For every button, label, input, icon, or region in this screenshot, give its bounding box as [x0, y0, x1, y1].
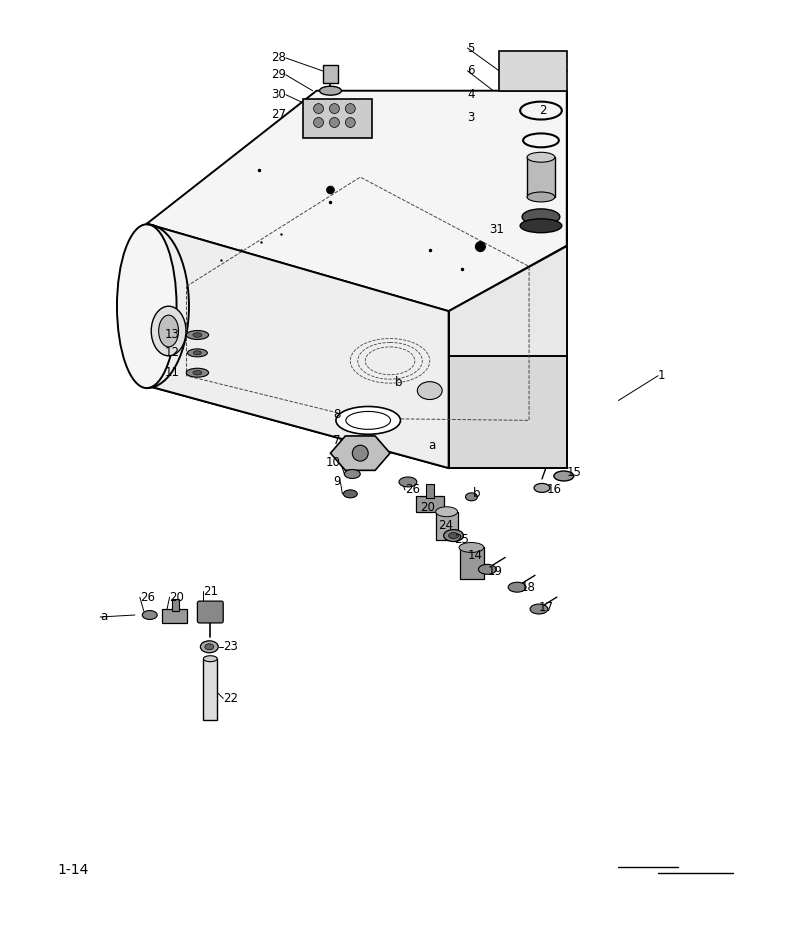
- Ellipse shape: [530, 605, 548, 614]
- Circle shape: [475, 242, 486, 251]
- Circle shape: [330, 103, 339, 114]
- Polygon shape: [331, 436, 390, 471]
- FancyBboxPatch shape: [426, 484, 433, 498]
- FancyBboxPatch shape: [323, 65, 339, 83]
- Text: 23: 23: [223, 641, 238, 653]
- Ellipse shape: [346, 412, 391, 429]
- Ellipse shape: [117, 224, 176, 388]
- Text: 16: 16: [547, 483, 562, 496]
- Text: 5: 5: [467, 42, 475, 54]
- Circle shape: [352, 445, 368, 461]
- Text: 27: 27: [271, 108, 286, 121]
- Ellipse shape: [151, 307, 186, 356]
- Ellipse shape: [459, 543, 484, 552]
- Ellipse shape: [436, 507, 457, 516]
- Ellipse shape: [142, 610, 157, 620]
- Text: 29: 29: [271, 68, 286, 82]
- Ellipse shape: [554, 471, 573, 481]
- Text: 20: 20: [169, 590, 184, 604]
- Ellipse shape: [193, 370, 202, 375]
- Text: a: a: [100, 610, 108, 623]
- Text: 25: 25: [455, 533, 469, 546]
- Ellipse shape: [320, 86, 342, 95]
- Text: 26: 26: [140, 590, 155, 604]
- Circle shape: [313, 118, 324, 127]
- Polygon shape: [448, 91, 567, 468]
- Circle shape: [346, 103, 355, 114]
- Text: 7: 7: [333, 434, 340, 447]
- Ellipse shape: [534, 483, 550, 493]
- Ellipse shape: [194, 351, 202, 355]
- Text: a: a: [428, 438, 435, 452]
- Ellipse shape: [520, 219, 562, 233]
- Text: 3: 3: [467, 111, 475, 124]
- Text: 1-14: 1-14: [58, 864, 89, 877]
- FancyBboxPatch shape: [198, 601, 223, 623]
- FancyBboxPatch shape: [303, 99, 372, 139]
- Text: 19: 19: [487, 565, 502, 578]
- Ellipse shape: [203, 656, 218, 661]
- Text: 1: 1: [658, 369, 666, 382]
- Text: 14: 14: [467, 549, 483, 562]
- Ellipse shape: [466, 493, 478, 501]
- Text: 30: 30: [271, 88, 286, 102]
- FancyBboxPatch shape: [436, 512, 457, 540]
- Text: 15: 15: [567, 466, 581, 478]
- FancyBboxPatch shape: [161, 609, 187, 623]
- Ellipse shape: [418, 381, 442, 400]
- Text: 12: 12: [165, 346, 180, 360]
- Circle shape: [330, 118, 339, 127]
- Text: 17: 17: [539, 601, 554, 614]
- FancyBboxPatch shape: [527, 158, 554, 197]
- Ellipse shape: [508, 583, 526, 592]
- FancyBboxPatch shape: [203, 659, 218, 720]
- Text: 31: 31: [490, 223, 504, 236]
- Text: 9: 9: [333, 475, 340, 489]
- Text: 20: 20: [420, 501, 435, 514]
- Ellipse shape: [527, 192, 554, 202]
- Ellipse shape: [187, 349, 207, 357]
- Text: 18: 18: [521, 581, 536, 594]
- Polygon shape: [147, 224, 448, 468]
- Ellipse shape: [448, 532, 459, 538]
- Ellipse shape: [399, 477, 417, 487]
- Circle shape: [346, 118, 355, 127]
- Ellipse shape: [193, 333, 202, 337]
- Circle shape: [313, 103, 324, 114]
- Text: 26: 26: [405, 483, 420, 496]
- Circle shape: [327, 186, 335, 194]
- Ellipse shape: [444, 530, 464, 542]
- Text: 24: 24: [437, 519, 452, 532]
- FancyBboxPatch shape: [499, 51, 567, 91]
- Text: 10: 10: [326, 456, 340, 469]
- Text: 6: 6: [467, 65, 475, 78]
- Polygon shape: [147, 91, 567, 311]
- FancyBboxPatch shape: [460, 548, 484, 579]
- Text: b: b: [472, 488, 480, 500]
- Ellipse shape: [186, 368, 209, 377]
- Text: 28: 28: [271, 51, 286, 65]
- Text: 8: 8: [333, 408, 340, 421]
- FancyBboxPatch shape: [416, 495, 444, 512]
- Text: 4: 4: [467, 88, 475, 102]
- Text: 11: 11: [165, 366, 180, 380]
- FancyBboxPatch shape: [172, 599, 179, 611]
- Ellipse shape: [527, 152, 554, 162]
- Text: 22: 22: [223, 692, 238, 705]
- Text: 21: 21: [203, 585, 218, 598]
- Ellipse shape: [200, 641, 218, 653]
- Ellipse shape: [205, 643, 214, 650]
- Ellipse shape: [343, 490, 358, 498]
- Text: b: b: [395, 376, 403, 389]
- Text: 2: 2: [539, 104, 547, 117]
- Polygon shape: [448, 356, 567, 468]
- Ellipse shape: [522, 209, 560, 225]
- Ellipse shape: [159, 315, 179, 347]
- Text: 13: 13: [165, 328, 180, 342]
- Ellipse shape: [336, 406, 400, 435]
- Ellipse shape: [186, 330, 209, 340]
- Ellipse shape: [479, 565, 496, 574]
- Ellipse shape: [344, 470, 360, 478]
